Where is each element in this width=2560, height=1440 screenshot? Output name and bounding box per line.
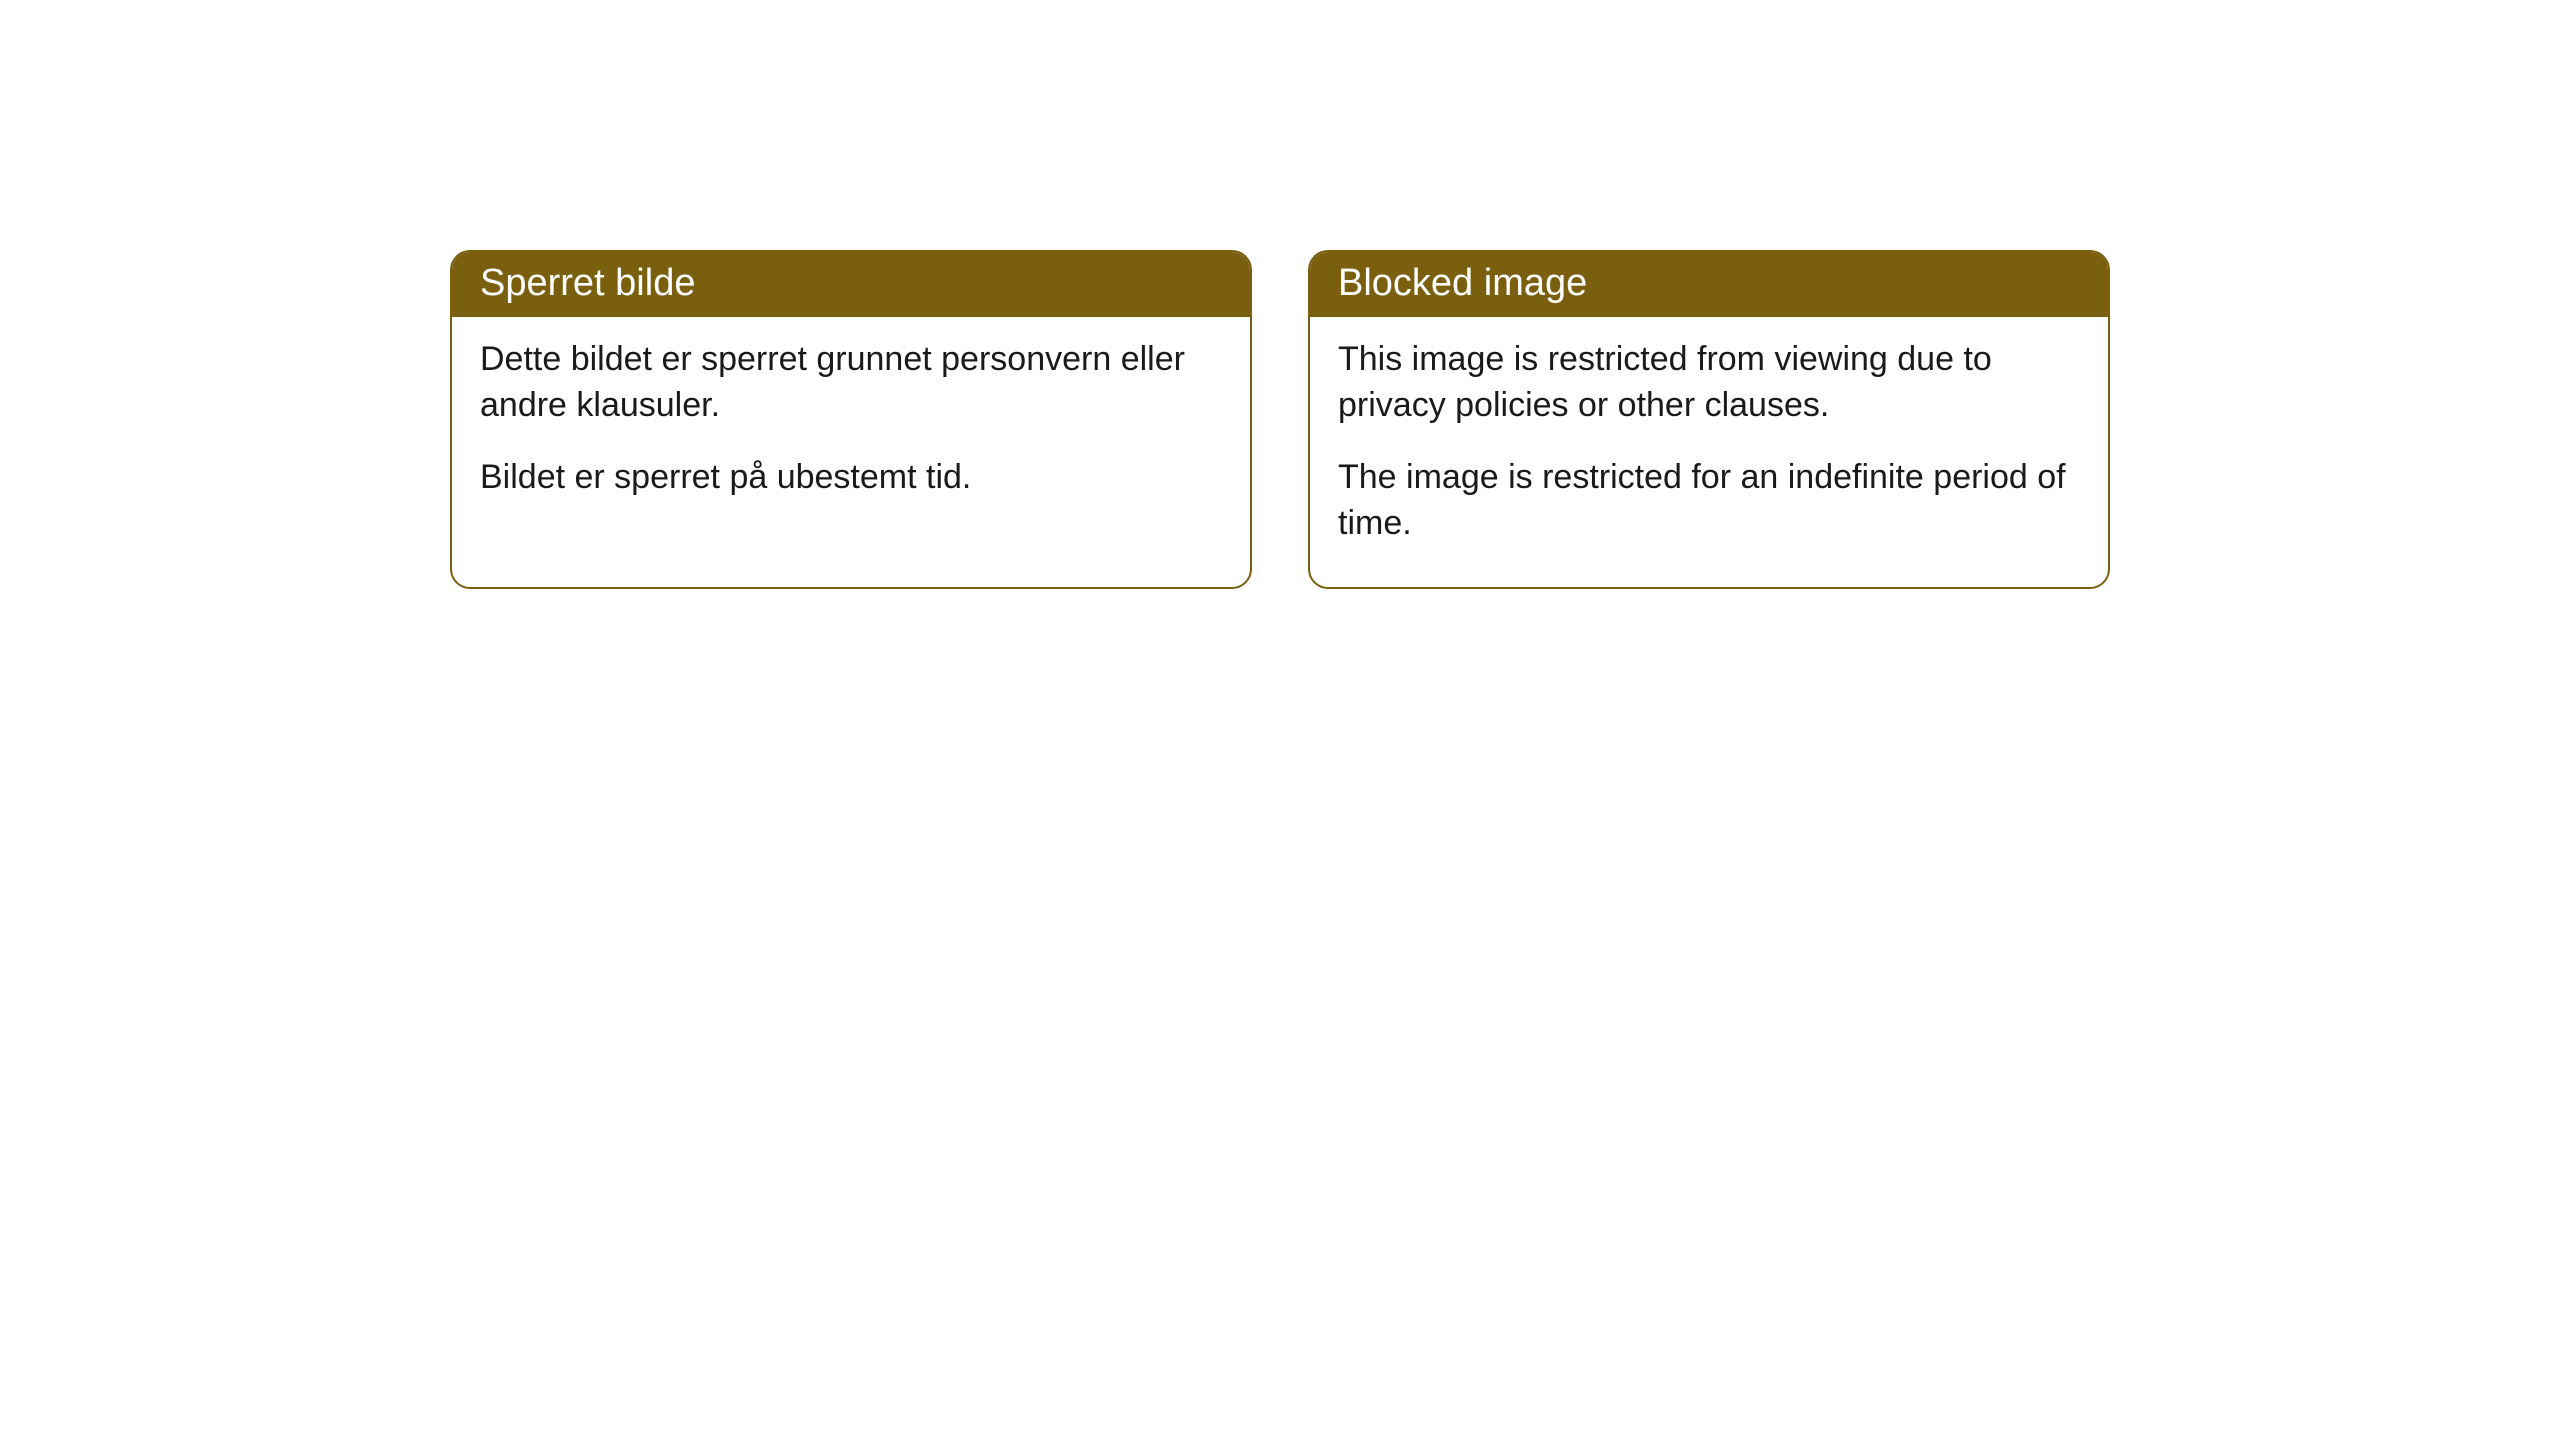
card-body-no: Dette bildet er sperret grunnet personve… — [452, 317, 1250, 541]
card-header-en: Blocked image — [1310, 252, 2108, 317]
card-no-paragraph-2: Bildet er sperret på ubestemt tid. — [480, 455, 1222, 501]
blocked-image-card-no: Sperret bilde Dette bildet er sperret gr… — [450, 250, 1252, 589]
card-no-paragraph-1: Dette bildet er sperret grunnet personve… — [480, 337, 1222, 429]
card-header-no: Sperret bilde — [452, 252, 1250, 317]
cards-container: Sperret bilde Dette bildet er sperret gr… — [450, 250, 2110, 589]
card-en-paragraph-2: The image is restricted for an indefinit… — [1338, 455, 2080, 547]
card-en-paragraph-1: This image is restricted from viewing du… — [1338, 337, 2080, 429]
card-body-en: This image is restricted from viewing du… — [1310, 317, 2108, 587]
blocked-image-card-en: Blocked image This image is restricted f… — [1308, 250, 2110, 589]
